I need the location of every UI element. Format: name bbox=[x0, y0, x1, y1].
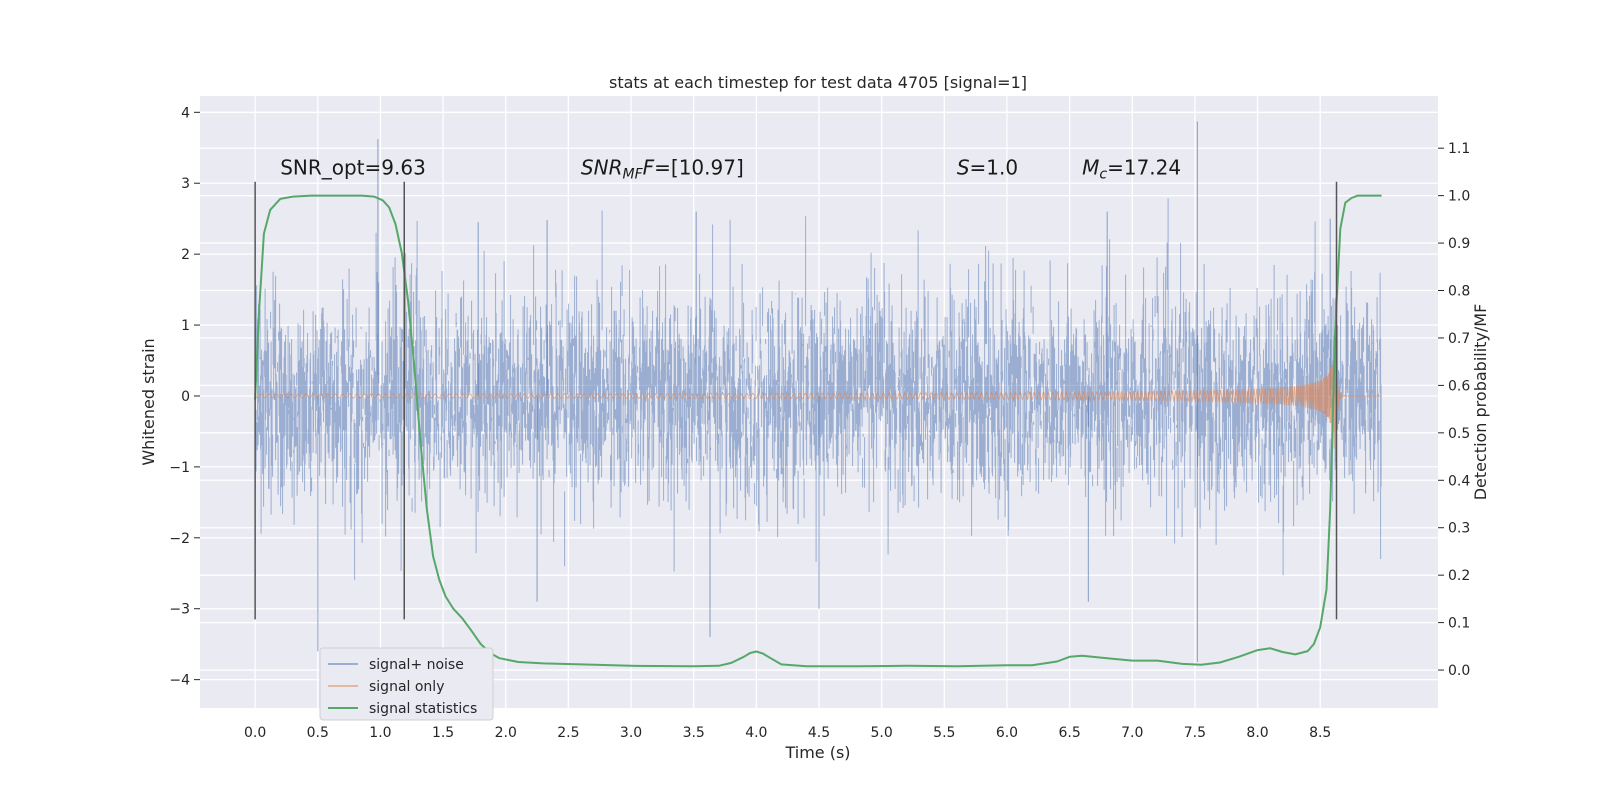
signal-noise-peaks bbox=[317, 121, 1331, 662]
y-tick-label: −2 bbox=[169, 531, 190, 547]
x-tick-label: 5.0 bbox=[871, 725, 893, 741]
annotation: SNRMFF=[10.97] bbox=[581, 156, 744, 183]
legend-label-signal-statistics: signal statistics bbox=[369, 701, 477, 717]
x-tick-label: 3.0 bbox=[620, 725, 642, 741]
y2-tick-label: 0.0 bbox=[1448, 663, 1470, 679]
x-tick-label: 5.5 bbox=[933, 725, 955, 741]
y-tick-label: −3 bbox=[169, 602, 190, 618]
y2-tick-label: 0.3 bbox=[1448, 521, 1470, 537]
y-axis-ticks: −4 −3 −2 −1 0 1 2 3 4 bbox=[169, 105, 200, 689]
annotation-part: F bbox=[643, 156, 655, 180]
annotation-part: M bbox=[1082, 156, 1099, 180]
signal-only-trace bbox=[254, 328, 1382, 462]
y2-tick-label: 0.2 bbox=[1448, 568, 1470, 584]
y-axis-label: Whitened strain bbox=[139, 338, 158, 465]
x-tick-label: 2.5 bbox=[557, 725, 579, 741]
annotations: SNR_opt=9.63 SNRMFF=[10.97] S=1.0 Mc=17.24 bbox=[280, 156, 1181, 183]
x-axis-label: Time (s) bbox=[784, 743, 850, 762]
signal-statistics-series bbox=[254, 194, 1382, 668]
y2-tick-label: 0.7 bbox=[1448, 331, 1470, 347]
signal-statistics-line bbox=[254, 194, 1382, 668]
x-tick-label: 1.0 bbox=[369, 725, 391, 741]
annotation-part: c bbox=[1099, 166, 1107, 182]
annotation: S=1.0 bbox=[957, 156, 1018, 180]
annotation: SNR_opt=9.63 bbox=[280, 156, 426, 180]
y-tick-label: 4 bbox=[181, 105, 190, 121]
y2-tick-label: 0.9 bbox=[1448, 236, 1470, 252]
x-tick-label: 2.0 bbox=[495, 725, 517, 741]
annotation-part: =17.24 bbox=[1107, 156, 1181, 180]
x-tick-label: 4.5 bbox=[808, 725, 830, 741]
x-tick-label: 6.0 bbox=[996, 725, 1018, 741]
y-tick-label: 1 bbox=[181, 318, 190, 334]
x-tick-label: 3.5 bbox=[683, 725, 705, 741]
legend-label-signal-noise: signal+ noise bbox=[369, 657, 464, 673]
y2-tick-label: 0.4 bbox=[1448, 473, 1470, 489]
x-tick-label: 8.0 bbox=[1246, 725, 1268, 741]
y2-axis-label: Detection probability/MF bbox=[1471, 304, 1490, 501]
y2-tick-label: 0.5 bbox=[1448, 426, 1470, 442]
legend-box bbox=[319, 647, 494, 721]
x-tick-label: 0.0 bbox=[244, 725, 266, 741]
event-markers bbox=[254, 181, 1338, 620]
x-tick-label: 1.5 bbox=[432, 725, 454, 741]
y2-axis-ticks: 0.0 0.1 0.2 0.3 0.4 0.5 0.6 0.7 0.8 0.9 1.0 1.1 bbox=[1438, 141, 1470, 679]
y-tick-label: −1 bbox=[169, 460, 190, 476]
annotation-part: =[10.97] bbox=[654, 156, 744, 180]
signal-noise-series bbox=[254, 121, 1382, 662]
y2-tick-label: 0.6 bbox=[1448, 378, 1470, 394]
y-tick-label: 2 bbox=[181, 247, 190, 263]
y2-tick-label: 1.1 bbox=[1448, 141, 1470, 157]
annotation-part: SNR_opt=9.63 bbox=[280, 156, 426, 180]
y-tick-label: 3 bbox=[181, 176, 190, 192]
signal-only-series bbox=[254, 328, 1382, 462]
x-tick-label: 7.0 bbox=[1121, 725, 1143, 741]
annotation: Mc=17.24 bbox=[1082, 156, 1181, 183]
annotation-part: SNR bbox=[581, 156, 623, 180]
x-tick-label: 8.5 bbox=[1309, 725, 1331, 741]
annotation-part: =1.0 bbox=[970, 156, 1019, 180]
y-tick-label: 0 bbox=[181, 389, 190, 405]
y2-tick-label: 0.8 bbox=[1448, 284, 1470, 300]
legend-label-signal-only: signal only bbox=[369, 679, 444, 695]
y-tick-label: −4 bbox=[169, 673, 190, 689]
legend: signal+ noise signal only signal statist… bbox=[319, 647, 494, 721]
chart-title: stats at each timestep for test data 470… bbox=[609, 73, 1027, 92]
x-axis-ticks: 0.0 0.5 1.0 1.5 2.0 2.5 3.0 3.5 4.0 4.5 5.0 5.5 6.0 6… bbox=[244, 725, 1331, 741]
x-tick-label: 7.5 bbox=[1184, 725, 1206, 741]
annotation-part: MF bbox=[622, 166, 643, 182]
x-tick-label: 4.0 bbox=[745, 725, 767, 741]
y2-tick-label: 0.1 bbox=[1448, 616, 1470, 632]
x-tick-label: 6.5 bbox=[1058, 725, 1080, 741]
annotation-part: S bbox=[957, 156, 970, 180]
y2-tick-label: 1.0 bbox=[1448, 189, 1470, 205]
x-tick-label: 0.5 bbox=[307, 725, 329, 741]
